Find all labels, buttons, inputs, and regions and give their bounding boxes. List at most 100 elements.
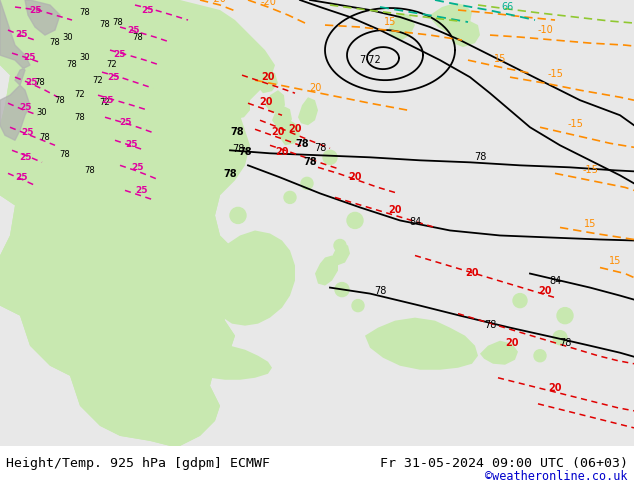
Text: 72: 72 <box>93 76 103 85</box>
Text: 15: 15 <box>494 54 506 64</box>
Circle shape <box>334 240 346 251</box>
Text: 78: 78 <box>100 20 110 29</box>
Polygon shape <box>272 105 292 129</box>
Polygon shape <box>0 0 30 140</box>
Text: 25: 25 <box>126 140 138 149</box>
Text: 78: 78 <box>303 157 317 167</box>
Polygon shape <box>0 0 240 446</box>
Polygon shape <box>258 70 278 93</box>
Text: 25: 25 <box>16 173 29 182</box>
Text: 78: 78 <box>484 319 496 330</box>
Text: 30: 30 <box>63 33 74 42</box>
Text: 20: 20 <box>348 172 362 182</box>
Polygon shape <box>25 0 60 35</box>
Circle shape <box>557 308 573 324</box>
Text: 78: 78 <box>230 127 244 137</box>
Polygon shape <box>210 230 295 326</box>
Text: 20: 20 <box>388 205 402 216</box>
Text: 15: 15 <box>384 17 396 27</box>
Text: 20: 20 <box>271 127 285 137</box>
Circle shape <box>534 350 546 362</box>
Text: 25: 25 <box>19 153 31 162</box>
Text: 78: 78 <box>80 8 91 17</box>
Text: -15: -15 <box>582 165 598 175</box>
Text: 78: 78 <box>55 96 65 105</box>
Text: 20: 20 <box>548 383 562 393</box>
Polygon shape <box>178 343 272 380</box>
Text: 84: 84 <box>549 275 561 286</box>
Circle shape <box>347 213 363 228</box>
Text: 78: 78 <box>374 286 386 295</box>
Text: 72: 72 <box>100 98 110 107</box>
Text: 78: 78 <box>238 147 252 157</box>
Polygon shape <box>278 120 300 146</box>
Text: 78: 78 <box>67 60 77 69</box>
Circle shape <box>553 331 567 344</box>
Text: 25: 25 <box>113 50 126 59</box>
Text: 30: 30 <box>37 108 48 117</box>
Polygon shape <box>167 165 193 398</box>
Text: ©weatheronline.co.uk: ©weatheronline.co.uk <box>485 470 628 483</box>
Text: 78: 78 <box>133 33 143 42</box>
Text: 15: 15 <box>609 255 621 266</box>
Text: 78: 78 <box>223 170 237 179</box>
Text: -10: -10 <box>537 25 553 35</box>
Text: 25: 25 <box>22 128 34 137</box>
Polygon shape <box>138 261 182 331</box>
Text: -20: -20 <box>260 0 276 7</box>
Circle shape <box>248 284 262 297</box>
Text: 25: 25 <box>29 6 41 15</box>
Polygon shape <box>388 13 415 40</box>
Text: 25: 25 <box>23 53 36 62</box>
Circle shape <box>352 299 364 312</box>
Text: 7·72: 7·72 <box>359 55 381 65</box>
Text: 78: 78 <box>35 78 46 87</box>
Circle shape <box>323 150 337 164</box>
Circle shape <box>284 192 296 203</box>
Text: 20: 20 <box>259 97 273 107</box>
Circle shape <box>269 268 281 280</box>
Text: 25: 25 <box>101 96 114 105</box>
Text: 25: 25 <box>132 163 145 172</box>
Text: 78: 78 <box>60 150 70 159</box>
Text: 25: 25 <box>16 30 29 39</box>
Text: Height/Temp. 925 hPa [gdpm] ECMWF: Height/Temp. 925 hPa [gdpm] ECMWF <box>6 457 270 470</box>
Text: 72: 72 <box>107 60 117 69</box>
Text: 78: 78 <box>314 143 326 153</box>
Text: 20: 20 <box>505 338 519 348</box>
Circle shape <box>513 294 527 308</box>
Text: 20: 20 <box>538 286 552 295</box>
Text: Fr 31-05-2024 09:00 UTC (06+03): Fr 31-05-2024 09:00 UTC (06+03) <box>380 457 628 470</box>
Text: 25: 25 <box>119 118 131 127</box>
Text: 78: 78 <box>474 152 486 162</box>
Polygon shape <box>0 0 275 446</box>
Text: 78: 78 <box>113 18 124 27</box>
Text: 15: 15 <box>584 220 596 229</box>
Text: 66: 66 <box>502 2 514 12</box>
Text: 20: 20 <box>288 124 302 134</box>
Polygon shape <box>365 318 478 370</box>
Text: 84: 84 <box>409 218 421 227</box>
Circle shape <box>335 283 349 296</box>
Circle shape <box>301 177 313 189</box>
Polygon shape <box>330 244 350 266</box>
Text: 78: 78 <box>84 166 95 175</box>
Polygon shape <box>315 255 338 286</box>
Text: 30: 30 <box>80 53 90 62</box>
Text: 72: 72 <box>75 90 86 99</box>
Polygon shape <box>228 95 250 119</box>
Polygon shape <box>480 341 518 365</box>
Text: 25: 25 <box>142 6 154 15</box>
Text: 78: 78 <box>295 139 309 149</box>
Text: 20: 20 <box>465 268 479 277</box>
Polygon shape <box>265 90 285 113</box>
Polygon shape <box>430 3 472 33</box>
Text: -15: -15 <box>567 119 583 129</box>
Text: 25: 25 <box>19 103 31 112</box>
Text: 78: 78 <box>75 113 86 122</box>
Text: 25: 25 <box>136 186 148 196</box>
Text: -20: -20 <box>210 0 226 4</box>
Text: 78: 78 <box>39 133 50 142</box>
Text: 78: 78 <box>49 38 60 47</box>
Polygon shape <box>298 97 318 125</box>
